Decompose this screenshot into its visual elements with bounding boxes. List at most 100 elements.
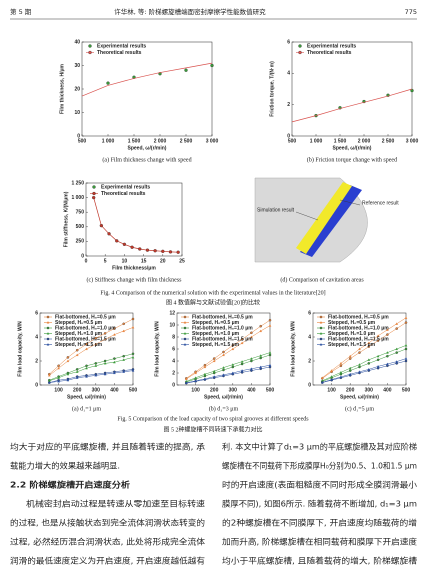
legend-label: Theoretical results [307, 50, 352, 56]
y-tick-label: 6 [308, 310, 311, 316]
body-text: 机械密封启动过程是转速从零加速至目标转速 [26, 499, 205, 509]
y-tick-label: 0 [35, 382, 38, 388]
data-point [320, 376, 324, 379]
body-text: 加而升高, 阶梯螺旋槽在相同载荷和膜厚下开启速度 [222, 537, 417, 547]
data-point [66, 372, 70, 376]
x-tick-label: 300 [229, 387, 238, 393]
x-tick-label: 5 [104, 258, 107, 264]
data-point [231, 344, 235, 347]
data-point [367, 358, 371, 361]
legend-marker [183, 343, 187, 346]
legend-label: Experimental results [97, 43, 146, 49]
data-point [348, 372, 352, 376]
legend-label: Experimental results [307, 43, 356, 49]
legend-label: Flat-bottomed, H₀=1.0 μm [192, 325, 253, 331]
legend-marker [183, 321, 187, 324]
series-line [186, 325, 271, 380]
figure-caption: Fig. 5 Comparison of the load capacity o… [117, 415, 309, 422]
data-point [47, 381, 51, 384]
data-point [85, 347, 88, 351]
data-point [85, 366, 88, 370]
x-tick-label: 400 [383, 387, 392, 393]
series-line [291, 88, 413, 123]
panel-caption: (c) Stiffness change with film thickness [86, 276, 182, 283]
legend-label: Theoretical results [101, 191, 146, 197]
y-tick-label: 6 [172, 346, 175, 352]
data-point [358, 370, 361, 373]
legend-label: Flat-bottomed, H₀=1.0 μm [328, 325, 389, 331]
x-tick-label: 1 000 [310, 138, 323, 144]
series-line [186, 354, 271, 383]
data-point [367, 367, 371, 371]
legend-marker [92, 191, 96, 196]
plot-frame [85, 182, 183, 257]
data-point [395, 351, 398, 354]
x-axis-label: Speed, ω/(r/min) [128, 145, 167, 151]
data-point [212, 375, 216, 378]
x-tick-label: 500 [129, 387, 138, 393]
body-text: 利. 本文中计算了d₁=3 μm的平底螺旋槽及其对应阶梯 [222, 442, 417, 452]
data-point [184, 381, 188, 384]
y-tick-label: 2 [287, 102, 290, 108]
y-tick-label: 2 [308, 358, 311, 364]
data-point [367, 362, 371, 365]
legend-marker [319, 337, 323, 341]
x-axis-label: Speed, ω/(r/min) [204, 394, 243, 400]
data-point [66, 378, 70, 382]
data-point [222, 373, 225, 376]
data-point [348, 354, 352, 358]
y-axis-label: Film stiffness, K/(N/μm) [63, 191, 69, 247]
y-axis-label: Film load capacity, W/N [290, 321, 296, 377]
legend-label: Stepped, H₀=0.5 μm [192, 320, 240, 326]
data-point [107, 232, 111, 236]
data-point [130, 245, 134, 249]
data-point [268, 363, 272, 367]
series-line [186, 366, 271, 384]
data-point [94, 364, 98, 367]
series-line [49, 327, 134, 376]
data-point [320, 380, 324, 384]
data-point [194, 379, 197, 382]
data-point [210, 63, 214, 68]
data-point [122, 354, 125, 358]
legend-marker [46, 321, 50, 324]
data-point [113, 360, 116, 364]
x-tick-label: 200 [210, 387, 219, 393]
x-tick-label: 20 [160, 258, 166, 264]
legend-marker [92, 185, 96, 189]
data-point [75, 370, 79, 373]
data-point [57, 376, 60, 379]
body-text: 均小于平底螺旋槽, 且随着载荷的增大, 阶梯螺旋槽 [222, 556, 417, 566]
data-point [122, 358, 126, 361]
data-point [376, 339, 380, 342]
y-tick-label: 6 [35, 310, 38, 316]
x-tick-label: 500 [288, 138, 297, 144]
data-point [168, 250, 173, 254]
data-point [404, 347, 408, 351]
x-tick-label: 3 000 [206, 138, 219, 144]
data-point [113, 371, 116, 375]
legend-label: Stepped, H₀=0.5 μm [328, 320, 376, 326]
series-line [49, 318, 134, 375]
data-point [250, 335, 253, 339]
legend-marker [183, 337, 187, 341]
y-tick-label: 4 [308, 334, 311, 340]
data-point [339, 370, 343, 374]
data-point [184, 377, 188, 381]
data-point [103, 372, 107, 376]
y-tick-label: 0 [77, 133, 80, 139]
data-point [339, 361, 343, 365]
data-point [203, 365, 207, 369]
data-point [122, 370, 126, 373]
panel-caption: (d) Comparison of cavitation areas [280, 276, 364, 283]
x-tick-label: 300 [92, 387, 101, 393]
series-line [322, 345, 407, 382]
data-point [203, 372, 207, 376]
data-point [339, 375, 343, 378]
legend-marker [46, 332, 50, 335]
data-point [404, 316, 408, 319]
issue: 第 5 期 [10, 7, 32, 16]
x-tick-label: 1 500 [128, 138, 141, 144]
body-text: 时的开启速度(表面粗糙度不同时形成全膜润滑最小 [222, 480, 417, 490]
figure-caption: 图 5 2种螺旋槽不同转速下承载力对比 [163, 425, 262, 433]
